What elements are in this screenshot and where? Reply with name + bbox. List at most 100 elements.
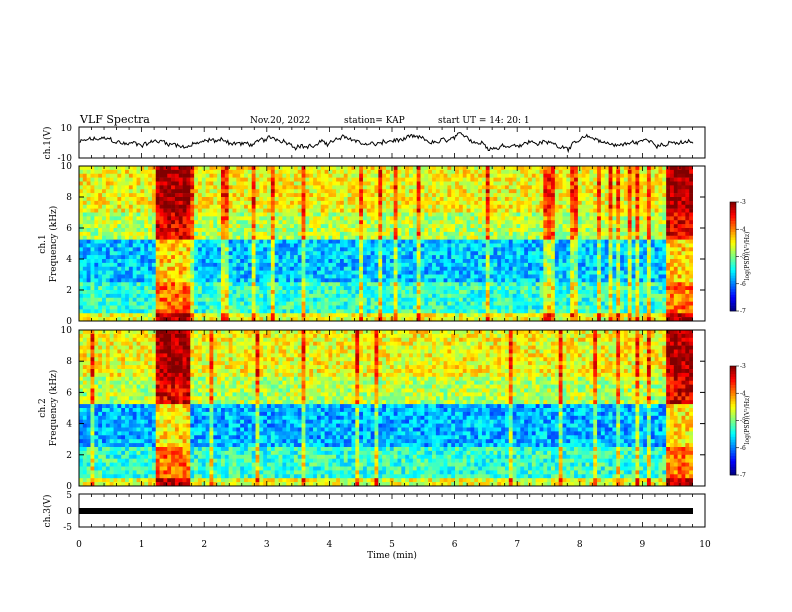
spectrogram-cell xyxy=(251,166,256,171)
spectrogram-cell xyxy=(151,173,157,178)
spectrogram-cell xyxy=(347,228,352,233)
spectrogram-cell xyxy=(278,228,283,233)
spectrogram-cell xyxy=(627,189,632,194)
spectrogram-cell xyxy=(362,185,368,190)
spectrogram-cell xyxy=(117,220,122,225)
spectrogram-cell xyxy=(531,259,536,264)
spectrogram-cell xyxy=(577,181,583,186)
spectrogram-cell xyxy=(309,243,314,248)
spectrogram-cell xyxy=(524,169,529,175)
spectrogram-cell xyxy=(128,173,134,178)
spectrogram-cell xyxy=(635,231,640,237)
spectrogram-cell xyxy=(82,185,87,190)
spectrogram-cell xyxy=(635,266,640,271)
spectrogram-cell xyxy=(163,173,168,178)
spectrogram-cell xyxy=(132,181,137,186)
spectrogram-cell xyxy=(516,181,521,186)
spectrogram-cell xyxy=(98,266,103,271)
spectrogram-cell xyxy=(159,247,164,252)
spectrogram-cell xyxy=(86,220,91,225)
spectrogram-cell xyxy=(155,173,160,178)
spectrogram-cell xyxy=(474,243,479,248)
spectrogram-cell xyxy=(485,173,490,178)
spectrogram-cell xyxy=(102,255,107,260)
spectrogram-cell xyxy=(612,231,617,237)
spectrogram-cell xyxy=(102,200,107,206)
spectrogram-cell xyxy=(497,235,502,240)
spectrogram-cell xyxy=(581,247,586,252)
spectrogram-cell xyxy=(286,282,291,287)
spectrogram-cell xyxy=(447,282,452,287)
spectrogram-cell xyxy=(489,243,494,248)
spectrogram-cell xyxy=(332,177,337,182)
spectrogram-cell xyxy=(301,262,306,268)
spectrogram-cell xyxy=(267,239,272,244)
spectrogram-cell xyxy=(293,216,299,221)
spectrogram-cell xyxy=(428,177,433,182)
spectrogram-cell xyxy=(635,235,640,240)
spectrogram-cell xyxy=(263,173,268,178)
spectrogram-cell xyxy=(255,259,260,264)
spectrogram-cell xyxy=(155,212,160,217)
spectrogram-cell xyxy=(478,169,483,175)
spectrogram-cell xyxy=(336,228,341,233)
spectrogram-cell xyxy=(236,224,241,229)
spectrogram-cell xyxy=(612,274,617,279)
spectrogram-cell xyxy=(328,185,333,190)
spectrogram-cell xyxy=(435,259,441,264)
spectrogram-cell xyxy=(681,197,686,202)
spectrogram-cell xyxy=(182,193,187,198)
spectrogram-cell xyxy=(608,204,613,209)
spectrogram-cell xyxy=(397,243,402,248)
spectrogram-cell xyxy=(132,286,137,291)
spectrogram-cell xyxy=(428,278,433,283)
spectrogram-cell xyxy=(654,243,659,248)
spectrogram-cell xyxy=(389,177,394,182)
spectrogram-cell xyxy=(539,239,544,244)
spectrogram-cell xyxy=(658,177,663,182)
spectrogram-cell xyxy=(416,282,421,287)
spectrogram-cell xyxy=(290,177,295,182)
spectrogram-cell xyxy=(558,255,563,260)
spectrogram-cell xyxy=(236,270,241,275)
spectrogram-cell xyxy=(240,259,245,264)
spectrogram-cell xyxy=(167,197,172,202)
spectrogram-cell xyxy=(205,255,210,260)
spectrogram-cell xyxy=(171,169,176,175)
spectrogram-cell xyxy=(205,212,210,217)
spectrogram-cell xyxy=(669,216,675,221)
spectrogram-cell xyxy=(501,235,506,240)
spectrogram-cell xyxy=(174,220,180,225)
spectrogram-cell xyxy=(409,231,414,237)
spectrogram-cell xyxy=(531,270,536,275)
spectrogram-cell xyxy=(527,181,533,186)
spectrogram-cell xyxy=(155,262,160,268)
spectrogram-cell xyxy=(105,259,110,264)
spectrogram-cell xyxy=(658,274,663,279)
spectrogram-cell xyxy=(232,235,237,240)
spectrogram-cell xyxy=(236,231,241,237)
spectrogram-cell xyxy=(98,216,103,221)
spectrogram-cell xyxy=(332,266,337,271)
spectrogram-cell xyxy=(474,220,479,225)
spectrogram-cell xyxy=(623,224,629,229)
spectrogram-cell xyxy=(286,193,291,198)
spectrogram-cell xyxy=(478,239,483,244)
spectrogram-cell xyxy=(105,224,110,229)
spectrogram-cell xyxy=(458,239,464,244)
spectrogram-cell xyxy=(86,231,91,237)
spectrogram-cell xyxy=(643,193,648,198)
spectrogram-cell xyxy=(105,270,110,275)
spectrogram-cell xyxy=(105,282,110,287)
spectrogram-cell xyxy=(236,235,241,240)
spectrogram-cell xyxy=(286,266,291,271)
spectrogram-cell xyxy=(604,243,609,248)
spectrogram-cell xyxy=(224,212,229,217)
spectrogram-cell xyxy=(497,200,502,206)
spectrogram-cell xyxy=(432,177,437,182)
spectrogram-cell xyxy=(386,166,391,171)
spectrogram-cell xyxy=(597,235,602,240)
spectrogram-cell xyxy=(117,200,122,206)
spectrogram-cell xyxy=(82,173,87,178)
spectrogram-cell xyxy=(366,247,371,252)
